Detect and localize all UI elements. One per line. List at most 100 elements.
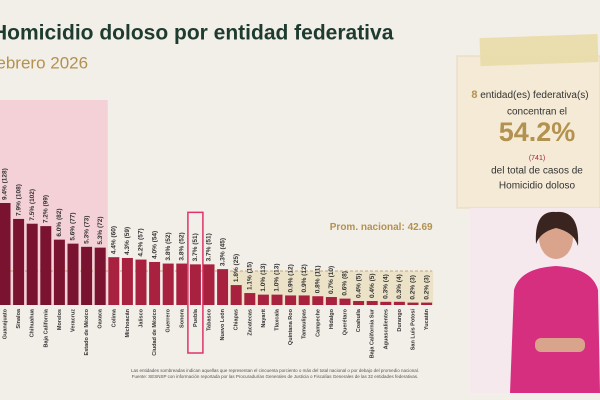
summary-text: del total de casos de (491, 166, 583, 177)
x-tick-label: Quintana Roo (288, 308, 294, 345)
value-label: 0.4% (5) (369, 273, 376, 298)
x-tick-label: Morelos (57, 309, 63, 330)
bar (176, 263, 188, 305)
value-label: 1.0% (13) (260, 263, 267, 291)
value-label: 4.4% (60) (111, 226, 118, 254)
x-tick-label: Guanajuato (2, 308, 8, 339)
x-tick-label: Querétaro (342, 308, 348, 335)
value-label: 1.1% (15) (247, 262, 254, 290)
value-label: 3.8% (52) (165, 232, 172, 260)
bar (162, 263, 174, 305)
x-tick-label: Baja California (43, 308, 49, 347)
value-label: 5.6% (77) (70, 212, 77, 240)
bar (81, 246, 93, 305)
bar (94, 247, 106, 305)
bar (135, 259, 147, 305)
summary-text: concentran el (507, 107, 567, 118)
summary-share: 54.2% (499, 117, 576, 147)
value-label: 6.0% (82) (56, 208, 63, 236)
value-label: 0.3% (4) (396, 274, 403, 299)
value-label: 0.3% (4) (383, 274, 390, 299)
footnote: Fuente: SESNSP con información reportada… (132, 374, 419, 379)
x-tick-label: Tabasco (206, 308, 212, 331)
value-label: 7.5% (102) (29, 189, 36, 221)
value-label: 0.6% (8) (342, 271, 349, 296)
value-label: 5.3% (72) (97, 216, 104, 244)
bar (393, 301, 405, 305)
x-tick-label: Puebla (193, 308, 199, 327)
x-tick-label: Nuevo León (220, 308, 226, 340)
x-tick-label: Sinaloa (16, 308, 22, 329)
x-tick-label: Coahuila (356, 308, 362, 332)
summary-card (456, 55, 600, 209)
bar (53, 239, 65, 305)
bar (0, 203, 11, 305)
x-tick-label: Hidalgo (329, 308, 335, 329)
interpreter-hands (535, 338, 585, 352)
bar (257, 294, 269, 305)
x-tick-label: Zacatecas (247, 309, 253, 336)
bar (271, 294, 283, 305)
bar (325, 297, 337, 305)
bar (312, 296, 324, 305)
bar (380, 301, 392, 305)
highlight-box (187, 211, 204, 354)
bar (149, 261, 161, 305)
bar (230, 285, 242, 305)
value-label: 5.3% (73) (83, 216, 90, 244)
x-tick-label: San Luis Potosí (410, 309, 416, 351)
plot: Prom. nacional: 42.69 9.4% (128) Guanajuat… (0, 100, 434, 358)
bar (26, 223, 38, 305)
x-tick-label: Colima (111, 308, 117, 327)
x-tick-label: Nayarit (261, 309, 267, 328)
value-label: 9.4% (128) (2, 168, 9, 200)
x-tick-label: Oaxaca (98, 308, 104, 329)
value-label: 0.2% (3) (423, 275, 430, 300)
average-value: 42.69 (408, 222, 433, 233)
bar (217, 269, 229, 305)
value-label: 4.0% (54) (151, 231, 158, 259)
x-tick-label: Tamaulipas (302, 309, 308, 339)
summary-text: entidad(es) federativa(s) (480, 90, 588, 101)
x-tick-label: Chihuahua (30, 308, 36, 337)
bar (67, 243, 79, 305)
average-text: Prom. nacional: (330, 222, 405, 233)
value-label: 0.8% (11) (315, 265, 322, 293)
x-tick-label: Veracruz (70, 309, 76, 332)
value-label: 3.7% (51) (206, 233, 213, 261)
average-label: Prom. nacional: 42.69 (330, 222, 433, 233)
bar (353, 301, 365, 305)
footnote: Las entidades sombreadas indican aquella… (131, 368, 419, 373)
bar (108, 257, 120, 305)
bar (285, 295, 297, 305)
value-label: 0.4% (5) (355, 273, 362, 298)
x-tick-label: Sonora (179, 308, 185, 328)
bar (189, 264, 201, 305)
x-tick-label: Tlaxcala (274, 308, 280, 331)
value-label: 0.7% (10) (328, 266, 335, 294)
x-tick-label: Estado de México (84, 308, 90, 355)
bar (244, 293, 256, 305)
value-label: 4.3% (59) (124, 227, 131, 255)
value-label: 1.0% (13) (274, 263, 281, 291)
value-label: 7.9% (108) (15, 184, 22, 216)
x-tick-label: Ciudad de México (152, 308, 158, 355)
bar (298, 295, 310, 305)
summary-text: Homicidio doloso (499, 181, 576, 192)
value-label: 7.2% (99) (43, 195, 50, 223)
summary-cases: (741) (529, 155, 545, 162)
value-label: 3.8% (52) (179, 232, 186, 260)
bar (366, 301, 378, 305)
x-tick-label: Michoacán (125, 308, 131, 337)
interpreter-hair (535, 211, 579, 246)
summary-count: 8 (471, 89, 477, 101)
interpreter-body (510, 266, 600, 393)
x-tick-label: Durango (397, 308, 403, 331)
bar (40, 226, 52, 305)
value-label: 1.8% (25) (233, 254, 240, 282)
bar (339, 298, 351, 305)
value-label: 4.2% (57) (138, 228, 145, 256)
x-tick-label: Guerrero (166, 308, 172, 332)
